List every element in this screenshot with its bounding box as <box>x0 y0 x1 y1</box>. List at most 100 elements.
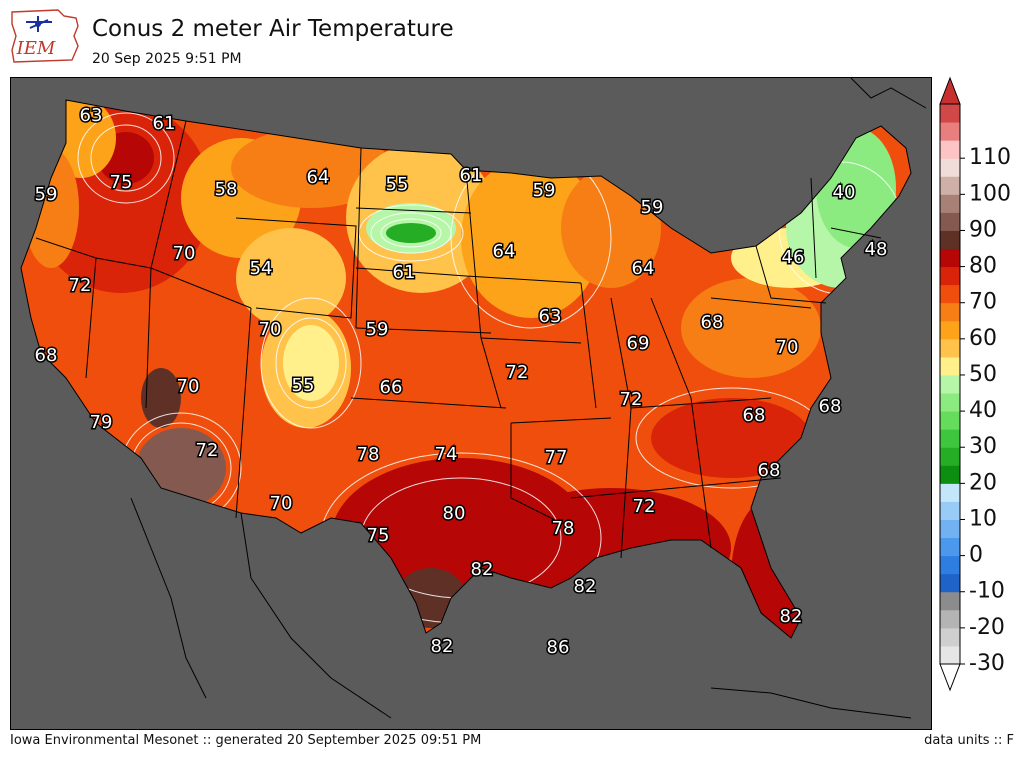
temp-label: 82 <box>574 576 597 597</box>
colorbar-bin <box>940 266 960 286</box>
temp-label: 40 <box>833 182 856 203</box>
colorbar-bin <box>940 609 960 629</box>
temp-label: 61 <box>460 165 483 186</box>
temp-label: 70 <box>259 319 282 340</box>
temp-label: 82 <box>431 636 454 657</box>
temp-label: 78 <box>552 518 575 539</box>
colorbar-bin <box>940 104 960 123</box>
colorbar-tick-label: -30 <box>969 651 1005 676</box>
temp-label: 82 <box>471 559 494 580</box>
colorbar-bin <box>940 374 960 394</box>
temp-label: 80 <box>443 503 466 524</box>
colorbar-bin <box>940 356 960 376</box>
page-title: Conus 2 meter Air Temperature <box>92 16 454 42</box>
colorbar-tick-label: 30 <box>969 434 997 459</box>
temp-label: 72 <box>506 362 529 383</box>
temp-label: 78 <box>357 444 380 465</box>
temp-label: 69 <box>627 333 650 354</box>
colorbar-over-arrow <box>939 76 961 105</box>
colorbar-tick-label: 80 <box>969 254 997 279</box>
temp-label: 72 <box>633 496 656 517</box>
temp-label: 55 <box>292 375 315 396</box>
colorbar-tick-label: 110 <box>969 145 1011 170</box>
map-canvas: 63 61 75 59 58 64 55 61 59 59 70 54 61 6… <box>20 78 927 719</box>
temp-label: 59 <box>641 197 664 218</box>
temp-label: 70 <box>270 493 293 514</box>
colorbar-bin <box>940 447 960 466</box>
temp-label: 77 <box>545 447 568 468</box>
temp-label: 70 <box>173 243 196 264</box>
logo-text: IEM <box>16 38 56 59</box>
temp-label: 75 <box>367 525 390 546</box>
temp-label: 68 <box>758 460 781 481</box>
colorbar-tick-label: 40 <box>969 398 997 423</box>
temp-label: 86 <box>547 637 570 658</box>
temp-label: 59 <box>366 319 389 340</box>
temp-label: 63 <box>539 306 562 327</box>
temp-label: 79 <box>90 412 113 433</box>
colorbar-bin <box>940 411 960 430</box>
temp-label: 75 <box>110 172 133 193</box>
temp-label: 72 <box>620 389 643 410</box>
temp-label: 59 <box>35 184 58 205</box>
temperature-labels: 63 61 75 59 58 64 55 61 59 59 70 54 61 6… <box>33 104 889 660</box>
temp-label: 55 <box>386 174 409 195</box>
colorbar-bin <box>940 519 960 539</box>
footer-credit: Iowa Environmental Mesonet :: generated … <box>10 733 482 748</box>
colorbar-bin <box>940 284 960 304</box>
temp-label: 70 <box>177 376 200 397</box>
coastlines <box>20 78 927 719</box>
colorbar-tick-label: 10 <box>969 506 997 531</box>
colorbar-tick-label: 0 <box>969 543 983 568</box>
temp-label: 48 <box>865 239 888 260</box>
colorbar-bin <box>940 248 960 268</box>
footer-units: data units :: F <box>924 733 1014 748</box>
colorbar-under-arrow <box>939 663 961 692</box>
colorbar-tick-label: 20 <box>969 470 997 495</box>
temp-label: 68 <box>701 312 724 333</box>
colorbar-bin <box>940 483 960 502</box>
temp-label: 74 <box>435 444 458 465</box>
colorbar-bin <box>940 338 960 358</box>
colorbar-bin <box>940 176 960 195</box>
colorbar-bin <box>940 429 960 448</box>
colorbar-bin <box>940 501 960 520</box>
temp-label: 82 <box>780 606 803 627</box>
colorbar-bin <box>940 465 960 484</box>
temp-label: 64 <box>632 258 655 279</box>
temp-label: 72 <box>196 440 219 461</box>
temp-label: 64 <box>493 241 516 262</box>
temp-label: 61 <box>153 113 176 134</box>
temp-label: 61 <box>393 262 416 283</box>
colorbar-bin <box>940 393 960 412</box>
iem-logo: IEM <box>11 9 79 63</box>
temp-label: 54 <box>250 258 273 279</box>
temp-label: 70 <box>776 337 799 358</box>
colorbar-bin <box>940 194 960 213</box>
colorbar-tick-label: -20 <box>969 615 1005 640</box>
colorbar-tick-label: 70 <box>969 290 997 315</box>
colorbar-bin <box>940 122 960 141</box>
colorbar-bin <box>940 645 960 665</box>
temp-label: 63 <box>80 105 103 126</box>
colorbar-bin <box>940 212 960 231</box>
temp-label: 68 <box>819 396 842 417</box>
colorbar-bin <box>940 230 960 250</box>
colorbar-bin <box>940 140 960 159</box>
colorbar-bin <box>940 573 960 593</box>
page-subtitle: 20 Sep 2025 9:51 PM <box>92 51 242 67</box>
colorbar-tick-label: -10 <box>969 579 1005 604</box>
temp-label: 66 <box>380 377 403 398</box>
temperature-map: 63 61 75 59 58 64 55 61 59 59 70 54 61 6… <box>10 77 932 730</box>
state-borders <box>35 120 882 559</box>
temp-label: 72 <box>69 275 92 296</box>
colorbar-tick-label: 100 <box>969 181 1011 206</box>
colorbar-bin <box>940 320 960 340</box>
temp-label: 46 <box>782 247 805 268</box>
colorbar-tick-label: 90 <box>969 217 997 242</box>
temp-label: 64 <box>307 167 330 188</box>
colorbar-bin <box>940 158 960 177</box>
colorbar-bin <box>940 591 960 611</box>
temp-label: 58 <box>215 179 238 200</box>
